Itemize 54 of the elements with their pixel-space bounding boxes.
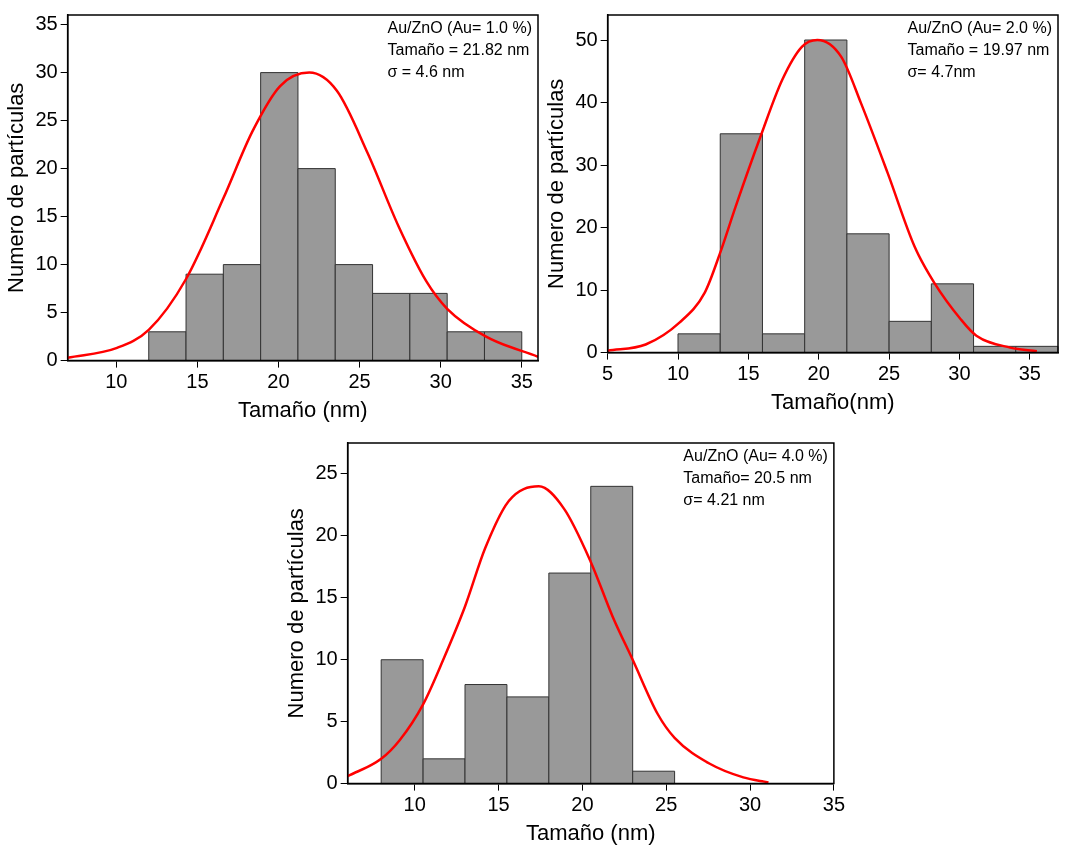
y-tick-label: 30 [35, 60, 58, 83]
y-tick-label: 50 [575, 27, 598, 50]
x-tick-label: 30 [948, 362, 971, 385]
x-tick-label: 30 [429, 370, 452, 393]
annotation: Au/ZnO (Au= 2.0 %) [907, 19, 1053, 37]
y-tick-label: 10 [315, 647, 338, 670]
y-tick-label: 5 [326, 709, 338, 732]
y-axis-title: Numero de partículas [283, 508, 309, 719]
y-axis-title: Numero de partículas [543, 78, 569, 289]
y-tick-label: 10 [35, 252, 58, 275]
annotation: Au/ZnO (Au= 4.0 %) [683, 447, 828, 465]
y-tick-label: 15 [315, 585, 338, 608]
y-tick-label: 30 [575, 152, 598, 175]
annotation: Tamaño = 21.82 nm [387, 41, 530, 59]
y-tick-label: 0 [326, 771, 338, 794]
line-series [347, 485, 770, 784]
x-tick-label: 10 [403, 793, 426, 816]
x-tick-label: 15 [487, 793, 510, 816]
x-axis-title: Tamaño (nm) [238, 396, 368, 422]
y-tick-label: 5 [46, 300, 58, 323]
x-tick-label: 25 [877, 362, 901, 385]
x-axis-title: Tamaño(nm) [771, 388, 895, 414]
x-tick-label: 10 [666, 362, 690, 385]
x-tick-label: 20 [267, 370, 290, 393]
x-tick-label: 15 [186, 370, 209, 393]
annotation: σ= 4.7nm [907, 63, 976, 81]
y-tick-label: 20 [575, 215, 598, 238]
y-tick-label: 20 [315, 523, 338, 546]
x-tick-label: 5 [602, 362, 614, 385]
annotation: Au/ZnO (Au= 1.0 %) [387, 19, 533, 37]
y-tick-label: 35 [35, 12, 58, 35]
y-tick-label: 40 [575, 90, 598, 113]
x-tick-label: 30 [738, 793, 762, 816]
x-tick-label: 25 [348, 370, 371, 393]
y-axis-title: Numero de partículas [3, 82, 29, 293]
x-tick-label: 35 [1018, 362, 1041, 385]
annotation: Tamaño = 19.97 nm [907, 41, 1050, 59]
x-tick-label: 15 [737, 362, 760, 385]
y-tick-label: 25 [315, 461, 338, 484]
annotation: σ= 4.21 nm [683, 491, 765, 509]
annotation: σ = 4.6 nm [387, 63, 465, 81]
annotation: Tamaño= 20.5 nm [683, 469, 812, 487]
y-tick-label: 20 [35, 156, 58, 179]
x-axis-title: Tamaño (nm) [525, 819, 656, 845]
x-tick-label: 25 [655, 793, 678, 816]
x-tick-label: 20 [807, 362, 830, 385]
x-tick-label: 35 [822, 793, 845, 816]
y-tick-label: 0 [586, 340, 598, 363]
y-tick-label: 10 [575, 277, 598, 300]
x-tick-label: 35 [510, 370, 533, 393]
y-tick-label: 15 [35, 204, 58, 227]
x-tick-label: 10 [105, 370, 128, 393]
y-tick-label: 0 [46, 348, 58, 371]
y-tick-label: 25 [35, 108, 58, 131]
